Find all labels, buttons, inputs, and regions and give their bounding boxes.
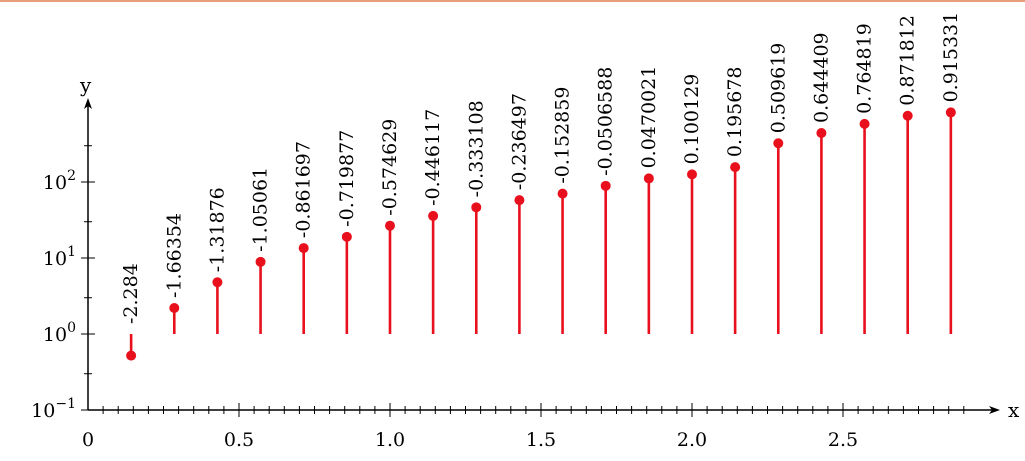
x-tick-label: 1.5 — [526, 429, 556, 451]
y-tick-label: 100 — [43, 320, 76, 346]
x-tick-label: 1.0 — [375, 429, 405, 451]
stem-marker — [341, 231, 352, 242]
top-rule — [0, 0, 1025, 2]
stem-marker — [730, 162, 741, 173]
stem-marker — [945, 107, 956, 118]
stem-marker — [428, 210, 439, 221]
stem-marker — [773, 138, 784, 149]
y-tick-label: 102 — [43, 168, 76, 194]
data-labels: -2.284 -1.66354 -1.31876 -1.05061 -0.861697-… — [120, 12, 962, 324]
stem-marker — [514, 195, 525, 206]
x-axis-arrow — [989, 406, 1000, 414]
y-axis-label: y — [79, 73, 92, 97]
stem-marker — [126, 350, 137, 361]
y-axis-arrow — [84, 98, 92, 109]
y-tick-label: 10−1 — [31, 396, 76, 422]
data-label: 0.644409 — [810, 32, 832, 123]
y-ticks: 10−1 100 101 102 — [31, 145, 95, 422]
x-axis-label: x — [1008, 398, 1020, 422]
x-tick-label: 0.5 — [224, 429, 254, 451]
stem-marker — [816, 128, 827, 139]
data-label: -1.31876 — [206, 187, 228, 272]
stems-layer — [126, 107, 956, 361]
data-label: -0.152859 — [552, 87, 574, 184]
data-label: 0.195678 — [724, 66, 746, 157]
stem-marker — [687, 169, 697, 180]
x-ticks: 0 0.5 1.0 1.5 2.0 2.5 — [82, 403, 965, 451]
stem-marker — [298, 243, 309, 254]
stem-marker — [643, 173, 654, 184]
data-label: -0.861697 — [293, 141, 315, 238]
data-label: -0.574629 — [379, 119, 401, 216]
data-label: 0.100129 — [681, 74, 703, 165]
stem-marker — [169, 302, 180, 313]
x-tick-label: 2.0 — [677, 429, 707, 451]
stem-marker — [471, 202, 482, 213]
stem-marker — [255, 256, 266, 267]
data-label: -0.236497 — [508, 93, 530, 190]
stem-marker — [212, 277, 223, 288]
stem-marker — [902, 110, 913, 121]
data-label: -0.0506588 — [595, 67, 617, 176]
x-tick-label: 0 — [82, 429, 94, 451]
data-label: 0.871812 — [897, 15, 919, 106]
stem-marker — [859, 118, 870, 129]
stem-marker — [600, 180, 611, 191]
data-label: -0.719877 — [336, 130, 358, 227]
data-label: 0.0470021 — [638, 66, 660, 169]
stem-marker — [557, 188, 568, 199]
data-label: -0.333108 — [465, 100, 487, 197]
stem-marker — [385, 220, 395, 231]
data-label: -1.66354 — [163, 213, 185, 298]
y-tick-label: 101 — [43, 244, 76, 270]
data-label: 0.509619 — [767, 43, 789, 134]
data-label: 0.915331 — [940, 12, 962, 103]
data-label: -0.446117 — [422, 109, 444, 206]
data-label: -2.284 — [120, 263, 142, 324]
data-label: 0.764819 — [854, 23, 876, 114]
x-tick-label: 2.5 — [828, 429, 858, 451]
data-label: -1.05061 — [250, 167, 272, 252]
